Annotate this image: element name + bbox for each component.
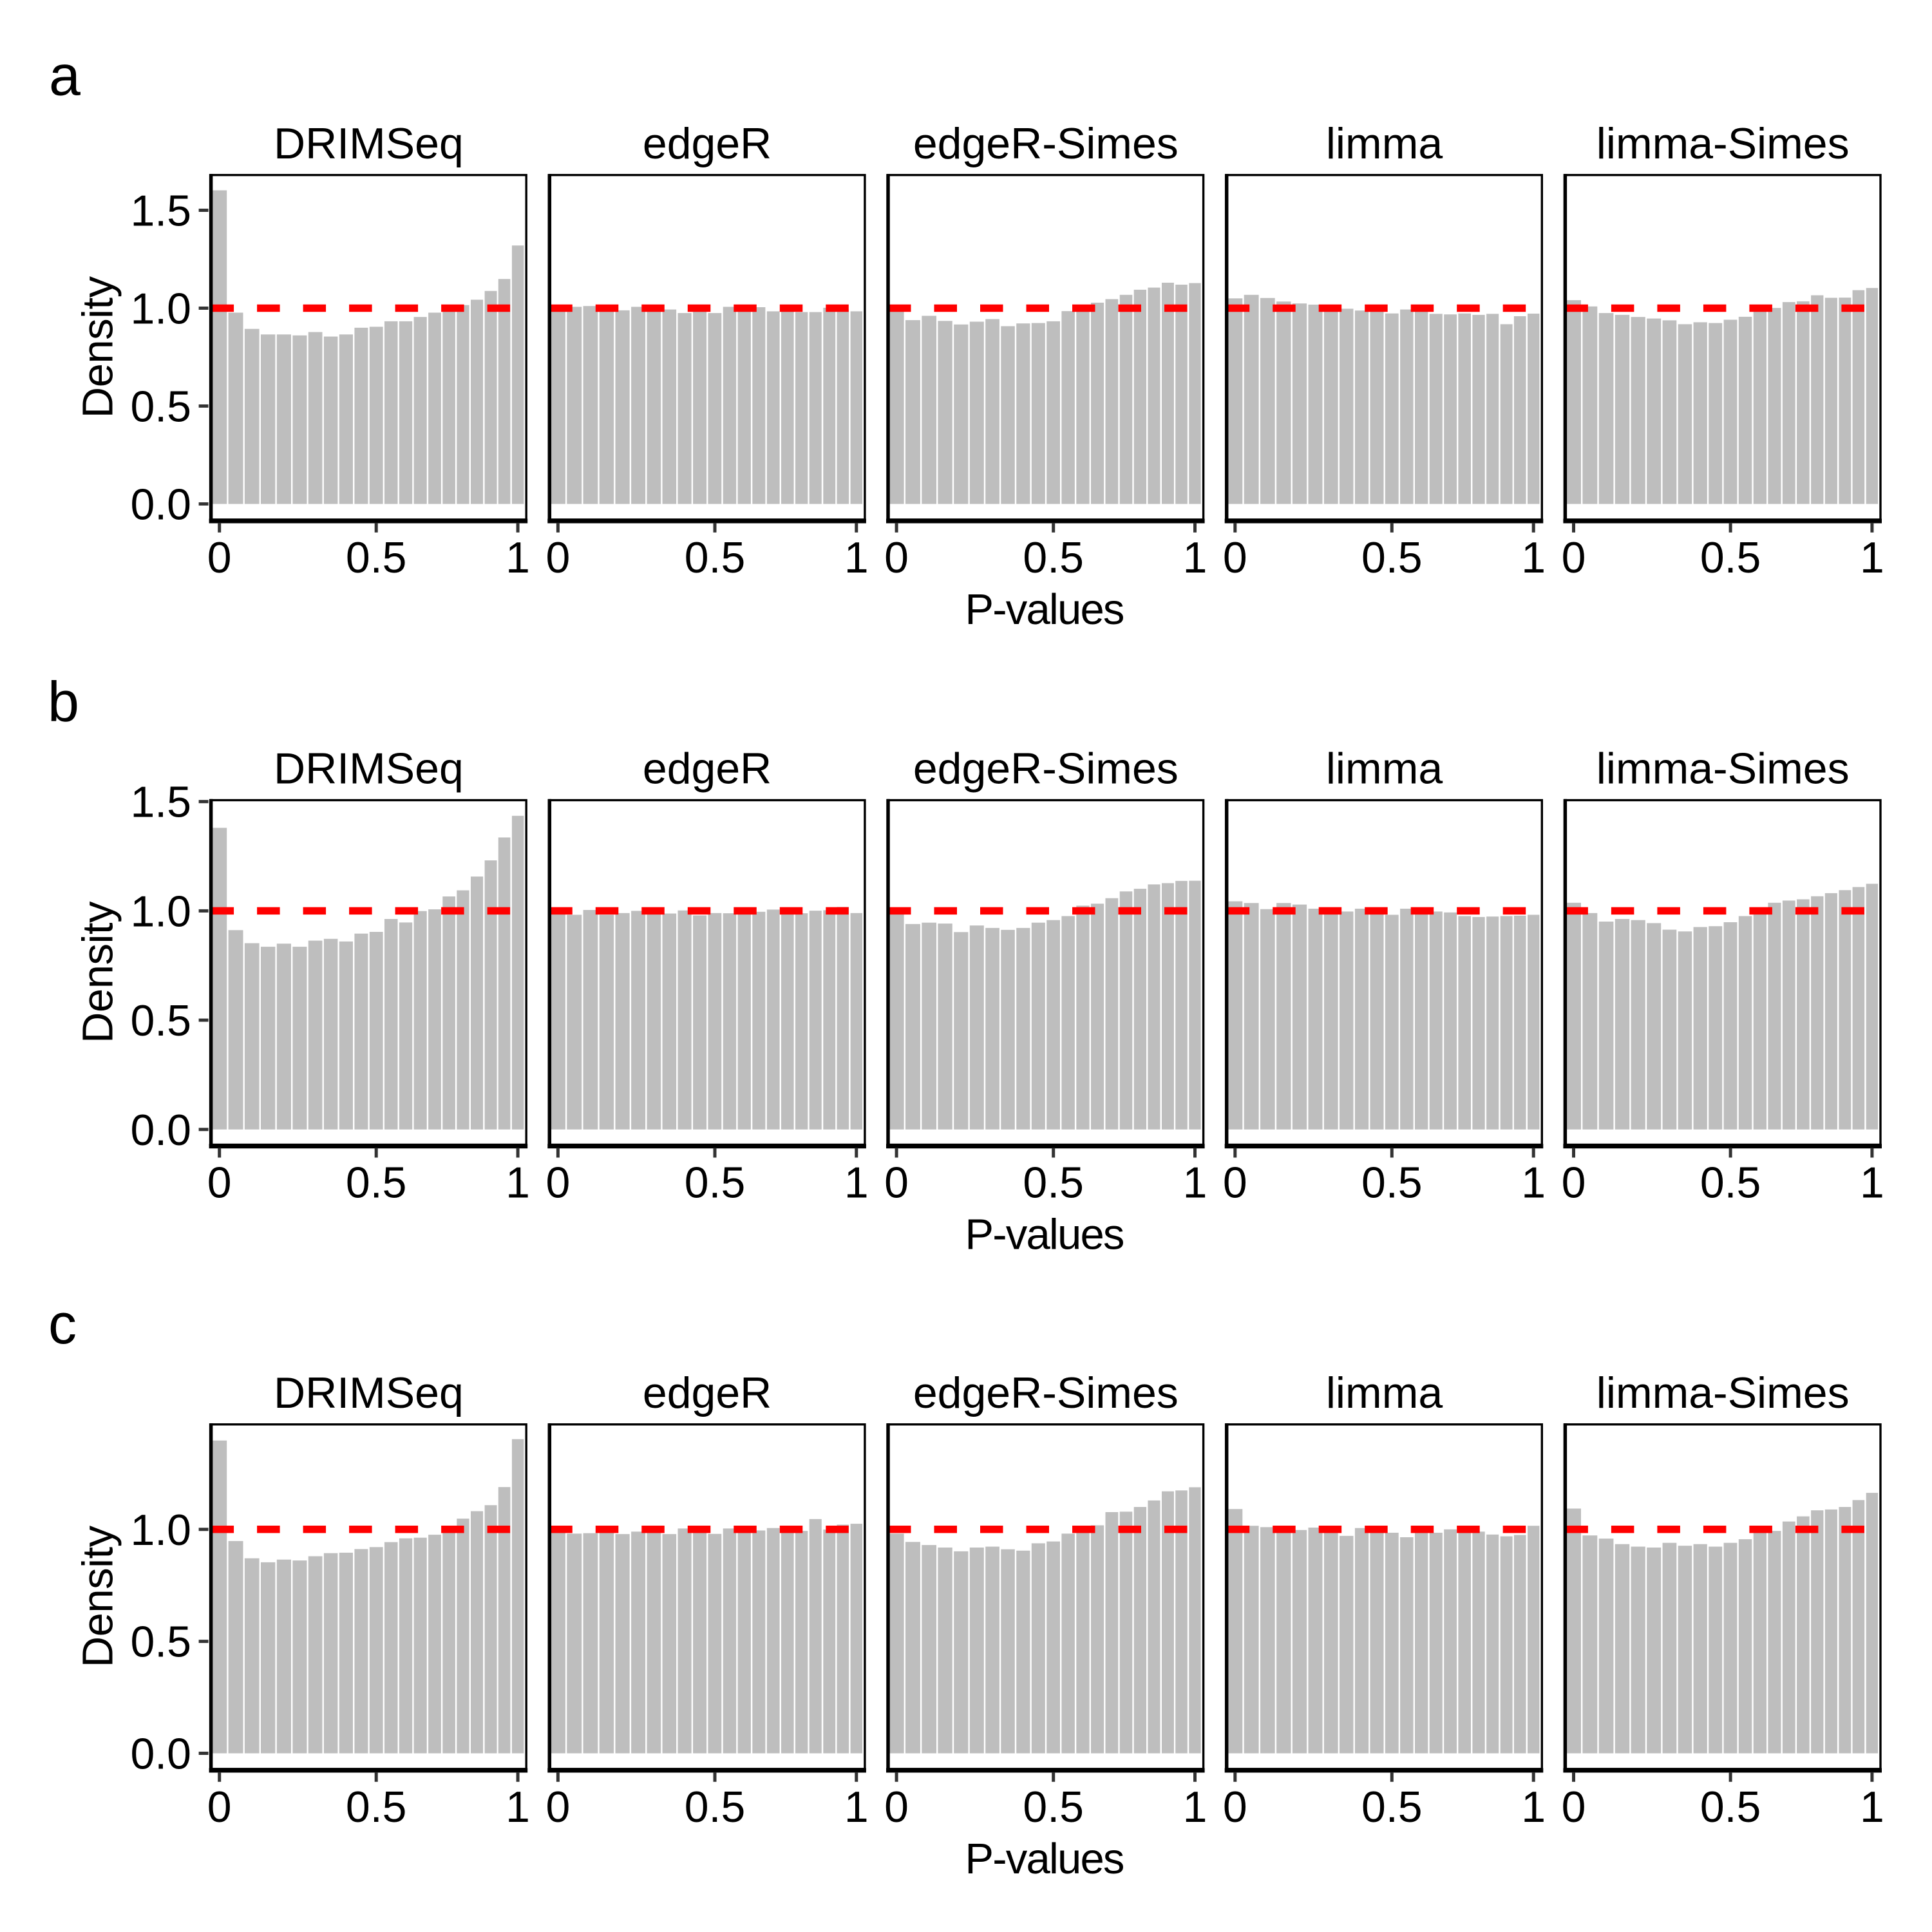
- svg-text:0.5: 0.5: [1023, 1783, 1084, 1832]
- svg-text:0.5: 0.5: [346, 533, 407, 582]
- svg-text:1: 1: [506, 1159, 530, 1208]
- svg-text:1: 1: [1860, 533, 1884, 582]
- svg-text:1: 1: [1521, 1159, 1546, 1208]
- svg-text:DRIMSeq: DRIMSeq: [274, 119, 464, 168]
- svg-text:0.5: 0.5: [1700, 1159, 1761, 1208]
- svg-text:1.5: 1.5: [130, 778, 191, 827]
- svg-text:0: 0: [884, 1783, 909, 1832]
- svg-text:1: 1: [506, 1783, 530, 1832]
- svg-text:1: 1: [844, 533, 869, 582]
- svg-text:P-values: P-values: [965, 1211, 1124, 1259]
- svg-text:0: 0: [1562, 1159, 1586, 1208]
- svg-text:0.5: 0.5: [1023, 1159, 1084, 1208]
- svg-text:limma: limma: [1326, 1368, 1443, 1417]
- svg-text:edgeR: edgeR: [643, 1368, 772, 1417]
- svg-text:1.0: 1.0: [130, 285, 191, 334]
- svg-text:0: 0: [207, 1159, 232, 1208]
- svg-text:edgeR-Simes: edgeR-Simes: [913, 1368, 1179, 1417]
- svg-text:edgeR: edgeR: [643, 119, 772, 168]
- svg-text:0.5: 0.5: [1700, 1783, 1761, 1832]
- svg-text:1: 1: [1183, 1783, 1208, 1832]
- svg-text:1: 1: [1521, 1783, 1546, 1832]
- svg-text:DRIMSeq: DRIMSeq: [274, 1368, 464, 1417]
- svg-text:0: 0: [1562, 1783, 1586, 1832]
- svg-text:b: b: [48, 670, 79, 734]
- svg-text:0: 0: [207, 1783, 232, 1832]
- svg-text:0.5: 0.5: [130, 996, 191, 1045]
- svg-text:0.5: 0.5: [685, 1783, 746, 1832]
- svg-text:0: 0: [1223, 1159, 1247, 1208]
- svg-text:1: 1: [1860, 1159, 1884, 1208]
- svg-text:0: 0: [545, 1159, 570, 1208]
- svg-text:0: 0: [545, 1783, 570, 1832]
- svg-text:1.0: 1.0: [130, 1506, 191, 1555]
- svg-text:1.5: 1.5: [130, 187, 191, 236]
- svg-text:limma: limma: [1326, 119, 1443, 168]
- svg-text:limma-Simes: limma-Simes: [1596, 119, 1850, 168]
- svg-text:0.5: 0.5: [1023, 533, 1084, 582]
- svg-text:1: 1: [1860, 1783, 1884, 1832]
- svg-text:0.0: 0.0: [130, 1730, 191, 1779]
- svg-text:edgeR-Simes: edgeR-Simes: [913, 744, 1179, 793]
- svg-text:edgeR: edgeR: [643, 744, 772, 793]
- svg-text:0: 0: [207, 533, 232, 582]
- svg-text:1: 1: [1183, 1159, 1208, 1208]
- svg-text:1: 1: [1521, 533, 1546, 582]
- svg-text:limma-Simes: limma-Simes: [1596, 1368, 1850, 1417]
- svg-text:0.5: 0.5: [1361, 1783, 1423, 1832]
- svg-text:0.5: 0.5: [1700, 533, 1761, 582]
- svg-text:P-values: P-values: [965, 1835, 1124, 1883]
- svg-text:limma-Simes: limma-Simes: [1596, 744, 1850, 793]
- svg-text:edgeR-Simes: edgeR-Simes: [913, 119, 1179, 168]
- svg-text:0.5: 0.5: [685, 533, 746, 582]
- svg-text:0.5: 0.5: [685, 1159, 746, 1208]
- svg-text:0: 0: [884, 1159, 909, 1208]
- svg-text:Density: Density: [74, 276, 122, 418]
- svg-text:1: 1: [1183, 533, 1208, 582]
- svg-text:0.0: 0.0: [130, 1106, 191, 1155]
- svg-text:1: 1: [844, 1783, 869, 1832]
- svg-text:P-values: P-values: [965, 585, 1124, 634]
- svg-text:limma: limma: [1326, 744, 1443, 793]
- svg-text:Density: Density: [74, 901, 122, 1043]
- svg-text:DRIMSeq: DRIMSeq: [274, 744, 464, 793]
- svg-text:0.5: 0.5: [1361, 533, 1423, 582]
- svg-text:Density: Density: [74, 1525, 122, 1667]
- svg-text:1: 1: [844, 1159, 869, 1208]
- svg-text:0.5: 0.5: [130, 383, 191, 431]
- svg-text:0.0: 0.0: [130, 480, 191, 529]
- svg-text:0: 0: [545, 533, 570, 582]
- svg-text:1.0: 1.0: [130, 887, 191, 936]
- svg-text:c: c: [48, 1292, 77, 1356]
- svg-text:0: 0: [1562, 533, 1586, 582]
- svg-text:a: a: [49, 44, 80, 108]
- svg-text:0: 0: [884, 533, 909, 582]
- svg-text:0.5: 0.5: [346, 1783, 407, 1832]
- svg-text:1: 1: [506, 533, 530, 582]
- svg-text:0: 0: [1223, 533, 1247, 582]
- svg-text:0: 0: [1223, 1783, 1247, 1832]
- svg-text:0.5: 0.5: [1361, 1159, 1423, 1208]
- svg-text:0.5: 0.5: [130, 1618, 191, 1667]
- svg-text:0.5: 0.5: [346, 1159, 407, 1208]
